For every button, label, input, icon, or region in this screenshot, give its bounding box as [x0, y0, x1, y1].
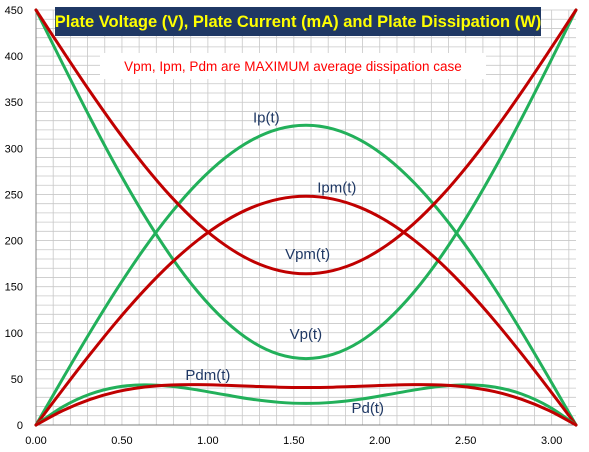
y-tick-labels: 0 50 100 150 200 250 300 350 400 450: [5, 5, 23, 432]
y-tick-label: 100: [5, 328, 23, 340]
curve-label-ip-t: Ip(t): [253, 110, 280, 127]
x-tick-labels: 0.00 0.50 1.00 1.50 2.00 2.50 3.00: [25, 435, 562, 447]
curve-labels: Ip(t) Ipm(t) Vpm(t) Vp(t) Pdm(t) Pd(t): [185, 110, 384, 418]
y-tick-label: 250: [5, 189, 23, 201]
y-tick-label: 400: [5, 51, 23, 63]
series-line-ip-t: [34, 123, 578, 427]
chart-title: Plate Voltage (V), Plate Current (mA) an…: [55, 13, 542, 31]
chart-title-box: Plate Voltage (V), Plate Current (mA) an…: [55, 7, 542, 36]
curve-label-vpm-t: Vpm(t): [285, 246, 330, 263]
y-tick-label: 150: [5, 282, 23, 294]
x-tick-label: 0.00: [25, 435, 46, 447]
y-tick-label: 50: [11, 374, 23, 386]
annotation-text: Vpm, Ipm, Pdm are MAXIMUM average dissip…: [124, 59, 462, 74]
curve-label-ipm-t: Ipm(t): [317, 180, 356, 197]
annotation-box: Vpm, Ipm, Pdm are MAXIMUM average dissip…: [100, 53, 486, 79]
curve-label-pd-t: Pd(t): [351, 400, 384, 417]
series-lines: [34, 8, 578, 427]
y-tick-label: 450: [5, 5, 23, 17]
curve-label-vp-t: Vp(t): [290, 326, 323, 343]
x-tick-label: 2.50: [455, 435, 476, 447]
y-tick-label: 200: [5, 236, 23, 248]
series-line-ipm-t: [34, 194, 578, 427]
x-tick-label: 3.00: [541, 435, 562, 447]
y-tick-label: 350: [5, 97, 23, 109]
series-line-pdm-t: [34, 383, 578, 427]
x-tick-label: 1.00: [197, 435, 218, 447]
y-tick-label: 0: [17, 420, 23, 432]
curve-label-pdm-t: Pdm(t): [185, 367, 230, 384]
y-tick-label: 300: [5, 143, 23, 155]
x-tick-label: 2.00: [369, 435, 390, 447]
x-tick-label: 1.50: [283, 435, 304, 447]
series-line-vpm-t: [34, 8, 578, 276]
x-tick-label: 0.50: [111, 435, 132, 447]
series-line-pd-t: [34, 383, 578, 427]
series-line-vp-t: [34, 8, 578, 361]
